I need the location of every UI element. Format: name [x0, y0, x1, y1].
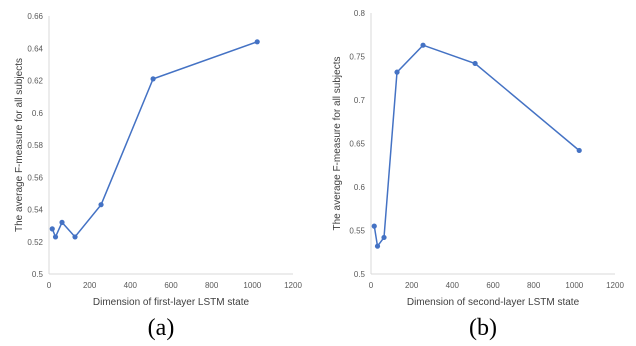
y-tick-label: 0.62 [27, 77, 43, 86]
data-point [49, 226, 55, 232]
data-point [59, 219, 65, 225]
y-tick-label: 0.58 [27, 141, 43, 150]
x-tick-label: 800 [527, 281, 541, 290]
line-chart-b: 0.5 0.55 0.6 0.65 0.7 0.75 0.8 0 200 400 600 800 100… [332, 9, 624, 341]
data-point [472, 60, 478, 67]
chart-panel-a: 0.5 0.52 0.54 0.56 0.58 0.6 0.62 0.64 0.66 0 200 40… [14, 12, 302, 341]
y-axis-title: The average F-measure for all subjects [14, 58, 25, 232]
y-tick-label: 0.64 [27, 44, 43, 53]
series-line [51, 41, 258, 239]
x-tick-label: 600 [486, 281, 500, 290]
x-tick-label: 200 [405, 281, 419, 290]
y-tick-label: 0.5 [32, 270, 44, 279]
x-tick-label: 200 [83, 281, 97, 290]
chart-panel-b: 0.5 0.55 0.6 0.65 0.7 0.75 0.8 0 200 400 600 800 100… [318, 0, 636, 346]
x-axis-title: Dimension of second-layer LSTM state [407, 297, 580, 308]
series-line [373, 44, 580, 249]
x-tick-label: 800 [205, 281, 219, 290]
y-tick-label: 0.75 [349, 53, 365, 62]
data-point [394, 69, 400, 75]
y-tick-label: 0.66 [27, 12, 43, 21]
y-tick-label: 0.55 [349, 227, 365, 236]
x-tick-label: 1200 [284, 281, 302, 290]
line-chart-a: 0.5 0.52 0.54 0.56 0.58 0.6 0.62 0.64 0.66 0 200 40… [14, 12, 302, 341]
y-tick-label: 0.7 [354, 96, 366, 105]
figure-caption: (a) [148, 315, 175, 341]
y-tick-label: 0.5 [354, 270, 366, 279]
x-tick-label: 0 [47, 281, 52, 290]
data-point [72, 234, 78, 240]
x-tick-label: 1000 [243, 281, 261, 290]
x-tick-label: 1200 [606, 281, 624, 290]
y-tick-label: 0.8 [354, 9, 366, 18]
x-tick-label: 1000 [565, 281, 583, 290]
data-point [371, 223, 377, 229]
y-tick-label: 0.65 [349, 140, 365, 149]
figure-caption: (b) [469, 315, 497, 341]
y-tick-label: 0.56 [27, 173, 43, 182]
x-tick-label: 600 [164, 281, 178, 290]
y-tick-label: 0.6 [354, 183, 366, 192]
data-point [374, 243, 381, 249]
data-point [254, 39, 260, 45]
y-axis-title: The average F-measure for all subjects [332, 57, 343, 231]
data-point [98, 202, 104, 208]
data-point [52, 234, 59, 240]
data-point [381, 234, 387, 241]
data-point [420, 42, 426, 48]
x-tick-label: 0 [369, 281, 374, 290]
x-tick-label: 400 [124, 281, 138, 290]
x-tick-label: 400 [446, 281, 460, 290]
data-point [150, 76, 156, 82]
y-tick-label: 0.52 [27, 238, 43, 247]
y-tick-label: 0.54 [27, 206, 43, 215]
y-tick-label: 0.6 [32, 109, 44, 118]
data-point [576, 147, 582, 154]
x-axis-title: Dimension of first-layer LSTM state [93, 297, 250, 308]
